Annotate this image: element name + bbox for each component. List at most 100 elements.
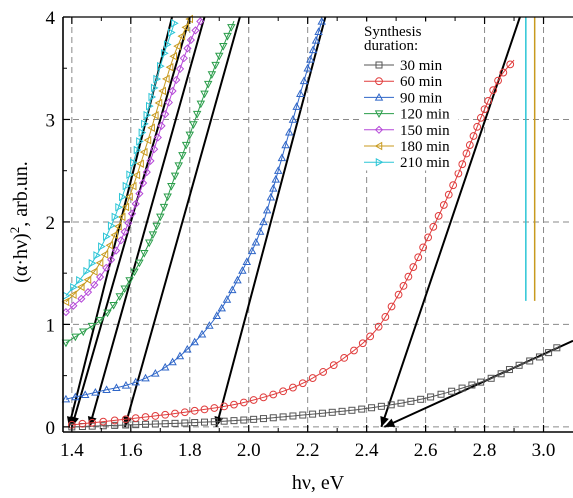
data-point [311, 36, 321, 44]
data-point [61, 339, 71, 348]
data-point [497, 370, 505, 378]
data-point [255, 227, 265, 235]
data-point [131, 199, 140, 208]
data-point [219, 42, 228, 51]
data-point [112, 383, 121, 391]
data-point [259, 393, 268, 402]
data-point [368, 404, 376, 412]
data-point [269, 390, 278, 399]
data-point [288, 115, 298, 123]
data-point [319, 368, 328, 376]
data-point [103, 309, 112, 318]
data-point [139, 147, 148, 157]
data-point [468, 381, 476, 389]
data-point [329, 361, 338, 370]
fit-line [88, 16, 206, 428]
data-point [163, 193, 172, 202]
data-point [88, 258, 97, 268]
data-point [387, 302, 396, 311]
data-point [179, 54, 188, 63]
data-point [227, 24, 236, 32]
data-point [159, 203, 169, 212]
data-point [259, 415, 267, 423]
data-point [105, 241, 114, 250]
fit-line [383, 339, 573, 428]
x-tick-label: 1.6 [119, 440, 143, 461]
data-point [484, 96, 493, 105]
data-point [251, 237, 261, 246]
series-line [65, 20, 176, 297]
data-point [142, 420, 150, 428]
data-point [281, 140, 290, 149]
data-point [141, 119, 149, 129]
x-tick-label: 2.6 [414, 440, 438, 461]
data-point [273, 166, 283, 174]
data-point [136, 137, 144, 146]
data-point [285, 127, 294, 136]
data-point [98, 242, 106, 251]
data-point [89, 267, 98, 276]
legend-marker [375, 157, 384, 167]
x-tick-label: 2.4 [355, 440, 379, 461]
legend-marker [374, 125, 384, 134]
y-tick-label: 1 [46, 315, 56, 336]
data-point [247, 246, 257, 255]
data-point [407, 397, 415, 405]
data-point [160, 362, 170, 371]
data-point [118, 192, 127, 202]
fit-line [380, 16, 521, 428]
data-point [171, 419, 179, 427]
data-point [192, 110, 202, 119]
x-tick-label: 3.0 [532, 440, 556, 461]
series-line [65, 18, 191, 303]
data-point [121, 415, 130, 424]
data-point [147, 123, 155, 133]
data-point [91, 387, 100, 396]
data-point [262, 205, 272, 214]
data-point [309, 410, 317, 418]
data-point [95, 317, 105, 325]
data-point [120, 285, 129, 294]
y-axis-title: (α·hν)2, arb.un. [7, 161, 32, 283]
legend-box [361, 21, 459, 171]
data-point [169, 52, 178, 61]
data-point [190, 406, 199, 415]
data-point [298, 379, 307, 388]
data-point [142, 168, 151, 177]
data-point [121, 380, 131, 389]
data-point [164, 98, 173, 107]
data-point [77, 294, 86, 303]
data-point [120, 227, 129, 236]
data-point [374, 322, 383, 331]
data-point [153, 133, 162, 142]
data-point [128, 181, 137, 191]
data-point [233, 275, 242, 284]
data-point [190, 337, 199, 346]
data-point [122, 421, 130, 429]
data-point [68, 290, 77, 300]
legend-marker [375, 77, 383, 86]
data-point [427, 393, 435, 401]
data-point [83, 266, 92, 276]
data-point [449, 181, 458, 190]
series-210-min [62, 19, 179, 300]
data-point [93, 251, 102, 260]
data-point [279, 413, 287, 421]
legend-label: 30 min [400, 58, 443, 74]
data-point [424, 233, 433, 242]
data-point [203, 80, 213, 89]
data-point [157, 61, 165, 71]
data-point [196, 100, 206, 109]
x-tick-label: 2.2 [296, 440, 320, 461]
data-point [161, 74, 170, 84]
data-point [417, 395, 425, 403]
data-point [506, 60, 515, 69]
data-point [161, 49, 169, 58]
data-point [102, 385, 111, 394]
data-point [156, 213, 165, 222]
data-point [76, 275, 84, 285]
data-point [90, 280, 99, 289]
data-point [308, 45, 318, 54]
data-point [76, 282, 85, 292]
data-point [191, 419, 199, 427]
